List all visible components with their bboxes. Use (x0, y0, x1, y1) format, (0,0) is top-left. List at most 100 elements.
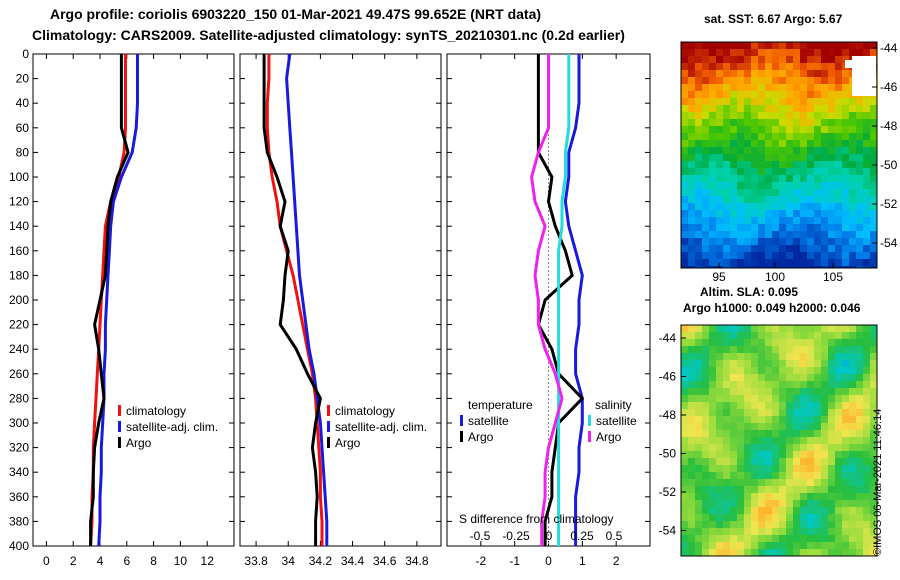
sla-cell (856, 430, 864, 438)
sla-cell (751, 353, 759, 361)
sla-cell (870, 493, 877, 501)
sst-cell (786, 238, 794, 246)
sla-cell (765, 472, 773, 480)
sla-cell (751, 458, 759, 466)
sst-cell (828, 77, 836, 85)
sst-cell (716, 175, 724, 183)
sst-cell (821, 133, 829, 141)
sst-cell (800, 91, 808, 99)
sst-cell (821, 175, 829, 183)
sst-cell (800, 98, 808, 106)
sst-cell (730, 140, 738, 148)
sst-cell (702, 42, 710, 50)
sla-cell (814, 353, 822, 361)
sst-cell (835, 70, 843, 78)
sla-cell (863, 388, 871, 396)
sst-cell (807, 161, 815, 169)
sst-cell (681, 182, 689, 190)
sla-cell (828, 402, 836, 410)
sst-cell (681, 84, 689, 92)
sst-cell (779, 210, 787, 218)
sst-cell (730, 196, 738, 204)
sst-cell (814, 70, 822, 78)
sst-cell (849, 140, 857, 148)
sla-cell (807, 486, 815, 494)
sla-cell (695, 395, 703, 403)
sst-x-tick-label: 105 (823, 270, 843, 284)
sst-cell (737, 63, 745, 71)
sla-cell (688, 360, 696, 368)
sst-cell (856, 217, 864, 225)
sst-cell (807, 266, 815, 268)
sst-cell (772, 140, 780, 148)
sst-cell (751, 210, 759, 218)
sla-cell (786, 493, 794, 501)
sla-cell (870, 444, 877, 452)
sla-cell (807, 451, 815, 459)
sst-cell (709, 56, 717, 64)
sst-cell (688, 224, 696, 232)
sla-cell (681, 451, 689, 459)
sla-cell (702, 451, 710, 459)
sla-cell (800, 542, 808, 550)
sst-cell (730, 161, 738, 169)
sst-cell (695, 189, 703, 197)
sst-cell (737, 91, 745, 99)
sst-cell (835, 224, 843, 232)
sst-cell (709, 238, 717, 246)
sla-cell (779, 346, 787, 354)
sla-cell (814, 416, 822, 424)
sla-cell (772, 430, 780, 438)
sst-cell (716, 168, 724, 176)
sst-cell (758, 259, 766, 267)
sst-cell (779, 56, 787, 64)
sst-cell (835, 231, 843, 239)
sla-cell (821, 367, 829, 375)
sla-cell (681, 360, 689, 368)
sst-cell (709, 259, 717, 267)
sla-cell (758, 430, 766, 438)
sla-cell (786, 437, 794, 445)
sla-cell (821, 500, 829, 508)
sst-cell (870, 224, 877, 232)
sla-cell (800, 395, 808, 403)
sst-cell (730, 147, 738, 155)
sst-cell (786, 252, 794, 260)
sla-cell (821, 479, 829, 487)
sst-cell (744, 189, 752, 197)
sla-cell (814, 549, 822, 556)
sst-cell (821, 77, 829, 85)
sst-cell (793, 119, 801, 127)
x-tick-label: 4 (97, 554, 104, 568)
sla-cell (828, 381, 836, 389)
sla-cell (681, 437, 689, 445)
sst-cell (772, 210, 780, 218)
sst-cell (765, 56, 773, 64)
sla-cell (688, 339, 696, 347)
sla-cell (870, 360, 877, 368)
sla-cell (779, 493, 787, 501)
sst-cell (849, 217, 857, 225)
sla-cell (793, 430, 801, 438)
sst-cell (793, 147, 801, 155)
sla-cell (751, 374, 759, 382)
sst-cell (758, 42, 766, 50)
sst-cell (702, 70, 710, 78)
sla-cell (835, 528, 843, 536)
sla-cell (709, 325, 717, 333)
sst-cell (814, 231, 822, 239)
sla-cell (702, 346, 710, 354)
sla-cell (737, 416, 745, 424)
y-tick-label: 0 (22, 47, 29, 61)
sla-cell (814, 472, 822, 480)
sla-cell (688, 346, 696, 354)
sla-cell (702, 409, 710, 417)
sla-cell (772, 486, 780, 494)
sla-cell (772, 479, 780, 487)
sla-cell (716, 458, 724, 466)
sla-cell (688, 430, 696, 438)
sla-cell (793, 486, 801, 494)
sla-cell (709, 402, 717, 410)
sst-cell (751, 105, 759, 113)
sst-cell (772, 70, 780, 78)
